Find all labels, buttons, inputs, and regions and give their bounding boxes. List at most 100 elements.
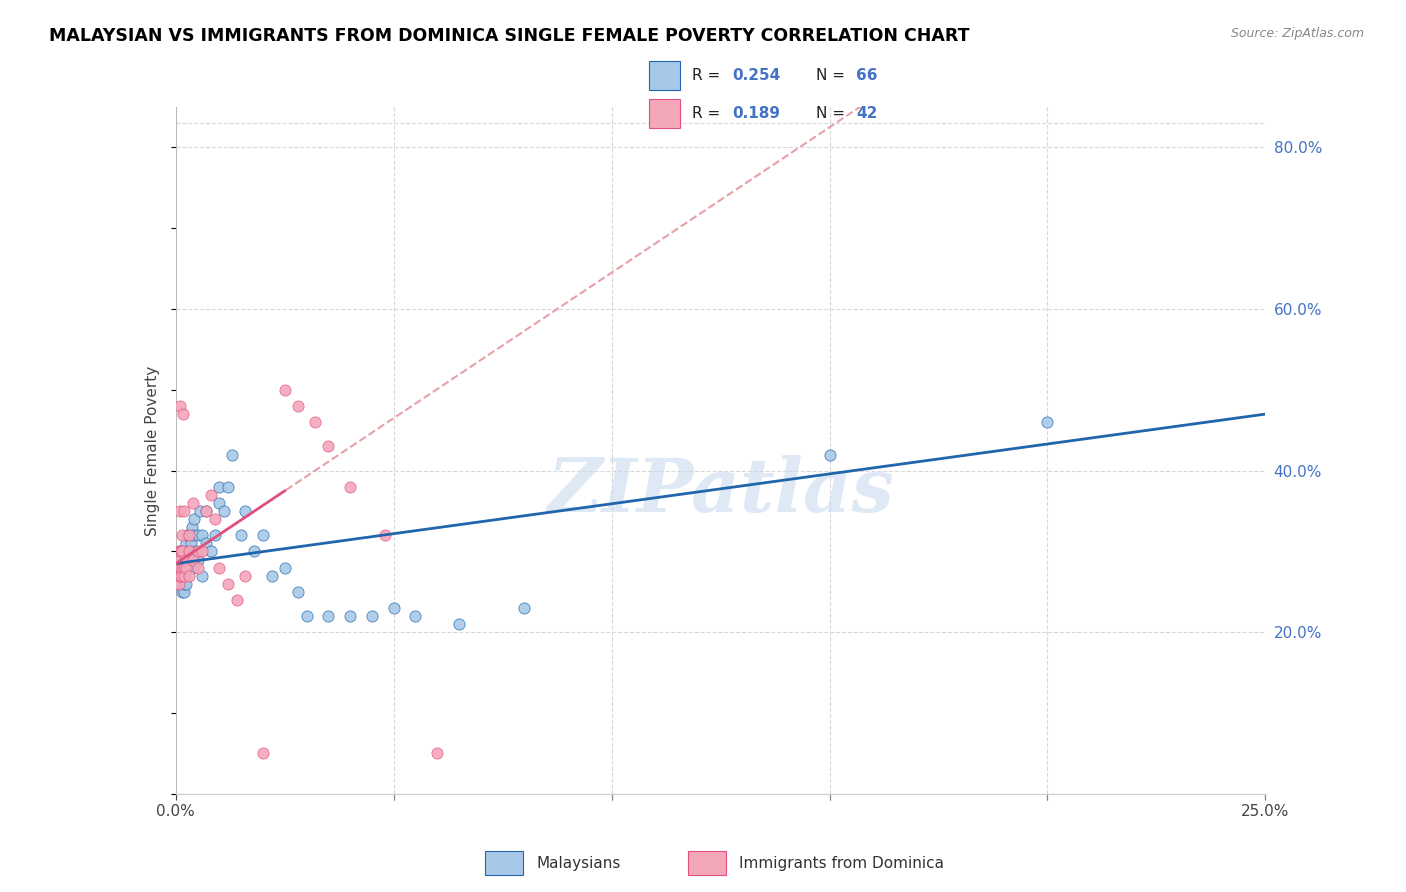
Point (173, 560, 195, 574)
FancyBboxPatch shape (485, 851, 523, 875)
Point (405, 609, 427, 624)
Point (304, 415, 326, 429)
FancyBboxPatch shape (650, 62, 681, 90)
Point (181, 520, 204, 534)
Point (513, 601, 536, 615)
Point (287, 585, 309, 599)
Point (195, 504, 218, 518)
Point (169, 504, 191, 518)
Point (295, 609, 318, 624)
Point (167, 560, 190, 574)
Point (170, 568, 193, 582)
Point (195, 504, 218, 518)
Point (180, 536, 202, 550)
Point (188, 504, 211, 518)
Text: 0.189: 0.189 (733, 106, 780, 121)
Y-axis label: Single Female Poverty: Single Female Poverty (145, 366, 160, 535)
Point (447, 617, 470, 632)
Point (287, 399, 309, 413)
Point (174, 552, 197, 566)
Point (252, 528, 274, 542)
Point (173, 568, 195, 582)
Point (181, 496, 204, 510)
Text: Malaysians: Malaysians (536, 855, 620, 871)
Point (181, 528, 204, 542)
Point (172, 544, 194, 558)
Point (191, 568, 214, 582)
Point (177, 568, 200, 582)
Text: Source: ZipAtlas.com: Source: ZipAtlas.com (1230, 27, 1364, 40)
Point (212, 504, 235, 518)
Point (181, 552, 204, 566)
Point (177, 528, 200, 542)
Point (177, 528, 200, 542)
Point (172, 576, 194, 591)
Point (208, 560, 231, 574)
Point (186, 528, 209, 542)
Text: N =: N = (815, 106, 845, 121)
Point (169, 576, 191, 591)
Point (166, 560, 188, 574)
Point (426, 747, 449, 761)
Point (184, 544, 207, 558)
Point (173, 568, 195, 582)
Point (183, 512, 205, 526)
Point (231, 528, 253, 542)
Point (169, 568, 191, 582)
Point (173, 560, 195, 574)
Point (167, 568, 190, 582)
Point (174, 576, 197, 591)
Point (172, 407, 194, 421)
Text: 42: 42 (856, 106, 877, 121)
Point (1036, 415, 1059, 429)
Point (339, 609, 361, 624)
Point (170, 544, 193, 558)
Point (174, 552, 197, 566)
Point (191, 544, 214, 558)
Text: R =: R = (692, 68, 720, 83)
Point (172, 568, 194, 582)
Point (200, 488, 222, 502)
Point (177, 544, 200, 558)
Text: N =: N = (815, 68, 845, 83)
Point (186, 552, 209, 566)
Point (167, 568, 190, 582)
Point (173, 560, 195, 574)
Point (181, 560, 204, 574)
Point (221, 448, 243, 462)
Point (374, 528, 396, 542)
Point (208, 480, 231, 494)
Point (169, 552, 191, 566)
Point (252, 747, 274, 761)
Point (170, 568, 193, 582)
Point (177, 560, 200, 574)
Point (217, 480, 239, 494)
Point (172, 560, 194, 574)
Point (382, 601, 405, 615)
Point (173, 576, 195, 591)
Point (173, 504, 195, 518)
Point (235, 504, 257, 518)
Point (167, 544, 190, 558)
Point (243, 544, 266, 558)
Text: 66: 66 (856, 68, 877, 83)
Point (174, 536, 197, 550)
Point (235, 568, 257, 582)
Point (176, 528, 198, 542)
Point (360, 609, 382, 624)
Point (179, 552, 201, 566)
Text: Immigrants from Dominica: Immigrants from Dominica (740, 855, 945, 871)
Point (208, 496, 231, 510)
Point (217, 576, 239, 591)
FancyBboxPatch shape (689, 851, 725, 875)
Point (191, 528, 214, 542)
Point (177, 544, 200, 558)
Text: R =: R = (692, 106, 720, 121)
Point (172, 585, 194, 599)
Text: MALAYSIAN VS IMMIGRANTS FROM DOMINICA SINGLE FEMALE POVERTY CORRELATION CHART: MALAYSIAN VS IMMIGRANTS FROM DOMINICA SI… (49, 27, 970, 45)
Point (818, 448, 841, 462)
Point (172, 560, 194, 574)
Point (176, 560, 198, 574)
Point (170, 528, 193, 542)
Text: ZIPatlas: ZIPatlas (547, 456, 894, 528)
